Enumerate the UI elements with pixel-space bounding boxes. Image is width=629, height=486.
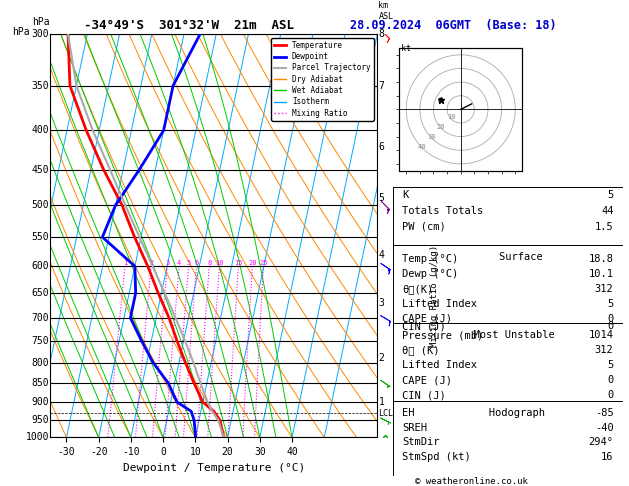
Text: 25: 25 xyxy=(259,260,267,266)
Text: 650: 650 xyxy=(31,288,49,298)
Text: PW (cm): PW (cm) xyxy=(403,222,446,232)
Text: 1.5: 1.5 xyxy=(595,222,613,232)
Text: 44: 44 xyxy=(601,206,613,216)
Text: Most Unstable: Most Unstable xyxy=(461,330,555,340)
X-axis label: Dewpoint / Temperature (°C): Dewpoint / Temperature (°C) xyxy=(123,463,305,473)
Text: 6: 6 xyxy=(379,142,384,152)
Legend: Temperature, Dewpoint, Parcel Trajectory, Dry Adiabat, Wet Adiabat, Isotherm, Mi: Temperature, Dewpoint, Parcel Trajectory… xyxy=(271,38,374,121)
Text: 10: 10 xyxy=(215,260,224,266)
Text: 1: 1 xyxy=(123,260,127,266)
Text: 5: 5 xyxy=(607,299,613,309)
Text: θᴏ(K): θᴏ(K) xyxy=(403,284,433,294)
Text: SREH: SREH xyxy=(403,423,427,433)
Text: 900: 900 xyxy=(31,397,49,407)
Text: 800: 800 xyxy=(31,358,49,367)
Text: Lifted Index: Lifted Index xyxy=(403,299,477,309)
Text: Temp (°C): Temp (°C) xyxy=(403,254,459,263)
Text: 5: 5 xyxy=(379,193,384,204)
Text: 30: 30 xyxy=(427,134,435,140)
Text: 4: 4 xyxy=(177,260,181,266)
Text: 5: 5 xyxy=(607,360,613,370)
Text: 1014: 1014 xyxy=(589,330,613,340)
Text: 10: 10 xyxy=(447,114,455,120)
Text: Pressure (mb): Pressure (mb) xyxy=(403,330,484,340)
Text: 3: 3 xyxy=(379,298,384,308)
Text: 0: 0 xyxy=(607,390,613,400)
Text: 5: 5 xyxy=(607,190,613,200)
Text: 350: 350 xyxy=(31,81,49,91)
Text: Surface: Surface xyxy=(474,252,542,262)
Text: LCL: LCL xyxy=(379,409,393,417)
Text: 850: 850 xyxy=(31,378,49,388)
Text: 0: 0 xyxy=(607,375,613,385)
Text: 400: 400 xyxy=(31,125,49,136)
Text: 16: 16 xyxy=(601,451,613,462)
Text: 950: 950 xyxy=(31,415,49,425)
Text: 20: 20 xyxy=(437,124,445,130)
Text: hPa: hPa xyxy=(13,27,30,37)
Text: 600: 600 xyxy=(31,261,49,271)
Text: CIN (J): CIN (J) xyxy=(403,390,446,400)
Text: -85: -85 xyxy=(595,408,613,418)
Text: CAPE (J): CAPE (J) xyxy=(403,314,452,324)
Text: 550: 550 xyxy=(31,232,49,242)
Text: © weatheronline.co.uk: © weatheronline.co.uk xyxy=(415,477,528,486)
Text: 4: 4 xyxy=(379,250,384,260)
Text: StmSpd (kt): StmSpd (kt) xyxy=(403,451,471,462)
Text: 750: 750 xyxy=(31,336,49,346)
Text: 300: 300 xyxy=(31,29,49,39)
Text: 294°: 294° xyxy=(589,437,613,447)
Text: 10.1: 10.1 xyxy=(589,269,613,278)
Bar xyxy=(393,245,623,323)
Text: CIN (J): CIN (J) xyxy=(403,321,446,331)
Text: -34°49'S  301°32'W  21m  ASL: -34°49'S 301°32'W 21m ASL xyxy=(84,19,294,33)
Text: 1000: 1000 xyxy=(26,433,49,442)
Text: 6: 6 xyxy=(194,260,199,266)
Text: 18.8: 18.8 xyxy=(589,254,613,263)
Text: 2: 2 xyxy=(149,260,153,266)
Text: 28.09.2024  06GMT  (Base: 18): 28.09.2024 06GMT (Base: 18) xyxy=(350,19,556,33)
Text: K: K xyxy=(403,190,409,200)
Text: 1: 1 xyxy=(379,397,384,407)
Text: Lifted Index: Lifted Index xyxy=(403,360,477,370)
Text: 3: 3 xyxy=(165,260,169,266)
Text: kt: kt xyxy=(401,44,411,53)
Text: 500: 500 xyxy=(31,200,49,210)
Text: 700: 700 xyxy=(31,313,49,323)
Text: 7: 7 xyxy=(379,81,384,91)
Text: km
ASL: km ASL xyxy=(379,1,393,20)
Text: θᴏ (K): θᴏ (K) xyxy=(403,345,440,355)
Text: 20: 20 xyxy=(248,260,257,266)
Bar xyxy=(393,323,623,401)
Text: 8: 8 xyxy=(207,260,211,266)
Text: 40: 40 xyxy=(417,143,426,150)
Text: CAPE (J): CAPE (J) xyxy=(403,375,452,385)
Text: StmDir: StmDir xyxy=(403,437,440,447)
Text: 5: 5 xyxy=(186,260,191,266)
Text: 0: 0 xyxy=(607,321,613,331)
Bar xyxy=(393,187,623,245)
Text: Hodograph: Hodograph xyxy=(470,408,545,418)
Text: Mixing Ratio (g/kg): Mixing Ratio (g/kg) xyxy=(430,245,438,347)
Text: -40: -40 xyxy=(595,423,613,433)
Text: 312: 312 xyxy=(595,284,613,294)
Text: Dewp (°C): Dewp (°C) xyxy=(403,269,459,278)
Text: EH: EH xyxy=(403,408,415,418)
Text: 450: 450 xyxy=(31,165,49,175)
Text: 2: 2 xyxy=(379,353,384,364)
Text: Totals Totals: Totals Totals xyxy=(403,206,484,216)
Text: 0: 0 xyxy=(607,314,613,324)
Text: hPa: hPa xyxy=(31,17,49,27)
Text: 8: 8 xyxy=(379,29,384,39)
Bar xyxy=(393,401,623,476)
Text: 15: 15 xyxy=(234,260,243,266)
Text: 312: 312 xyxy=(595,345,613,355)
